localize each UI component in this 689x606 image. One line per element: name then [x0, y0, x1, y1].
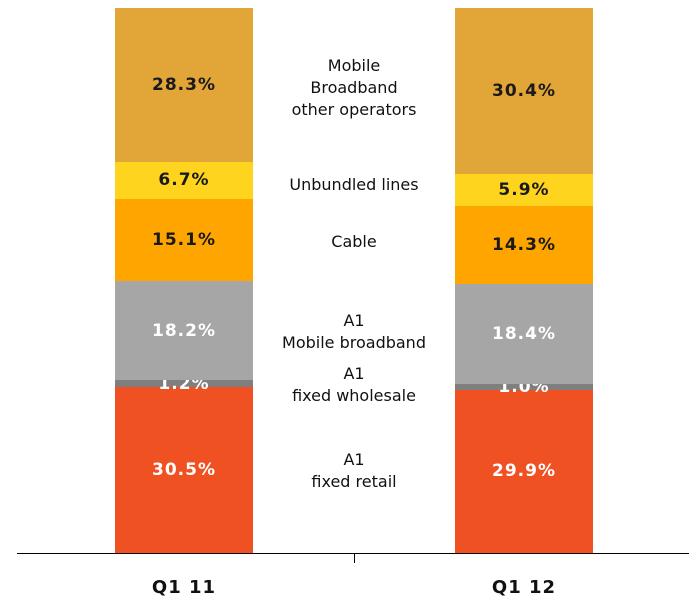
- value-label: 6.7%: [158, 170, 210, 191]
- value-label: 30.4%: [492, 80, 556, 101]
- bar-segment: [115, 380, 253, 387]
- bar-segment: [455, 173, 593, 207]
- bar-segment: [455, 389, 593, 553]
- value-label: 18.2%: [152, 320, 216, 341]
- legend-label: A1 fixed wholesale: [292, 364, 416, 406]
- category-label: Q1 12: [491, 577, 557, 598]
- axis-divider: [354, 553, 355, 563]
- bar-segment: [115, 198, 253, 282]
- category-label: Q1 11: [151, 577, 217, 598]
- bar-segment: [455, 284, 593, 385]
- value-label: 18.4%: [492, 324, 556, 345]
- legend-label: Unbundled lines: [289, 175, 419, 195]
- value-label: 30.5%: [152, 459, 216, 480]
- bar-segment: [115, 386, 253, 553]
- legend-label: A1 Mobile broadband: [282, 311, 426, 353]
- legend-label: Mobile Broadband other operators: [291, 56, 417, 120]
- bar-segment: [115, 162, 253, 199]
- legend-label: Cable: [331, 232, 377, 252]
- bar-segment: [115, 281, 253, 381]
- bar-segment: [115, 8, 253, 163]
- value-label: 28.3%: [152, 75, 216, 96]
- value-label: 29.9%: [492, 461, 556, 482]
- value-label: 15.1%: [152, 229, 216, 250]
- bar-segment: [455, 206, 593, 285]
- bar-segment: [455, 384, 593, 390]
- legend-label: A1 fixed retail: [311, 449, 397, 491]
- x-axis: [17, 553, 689, 554]
- value-label: 5.9%: [498, 179, 550, 200]
- value-label: 14.3%: [492, 235, 556, 256]
- bar-segment: [455, 8, 593, 174]
